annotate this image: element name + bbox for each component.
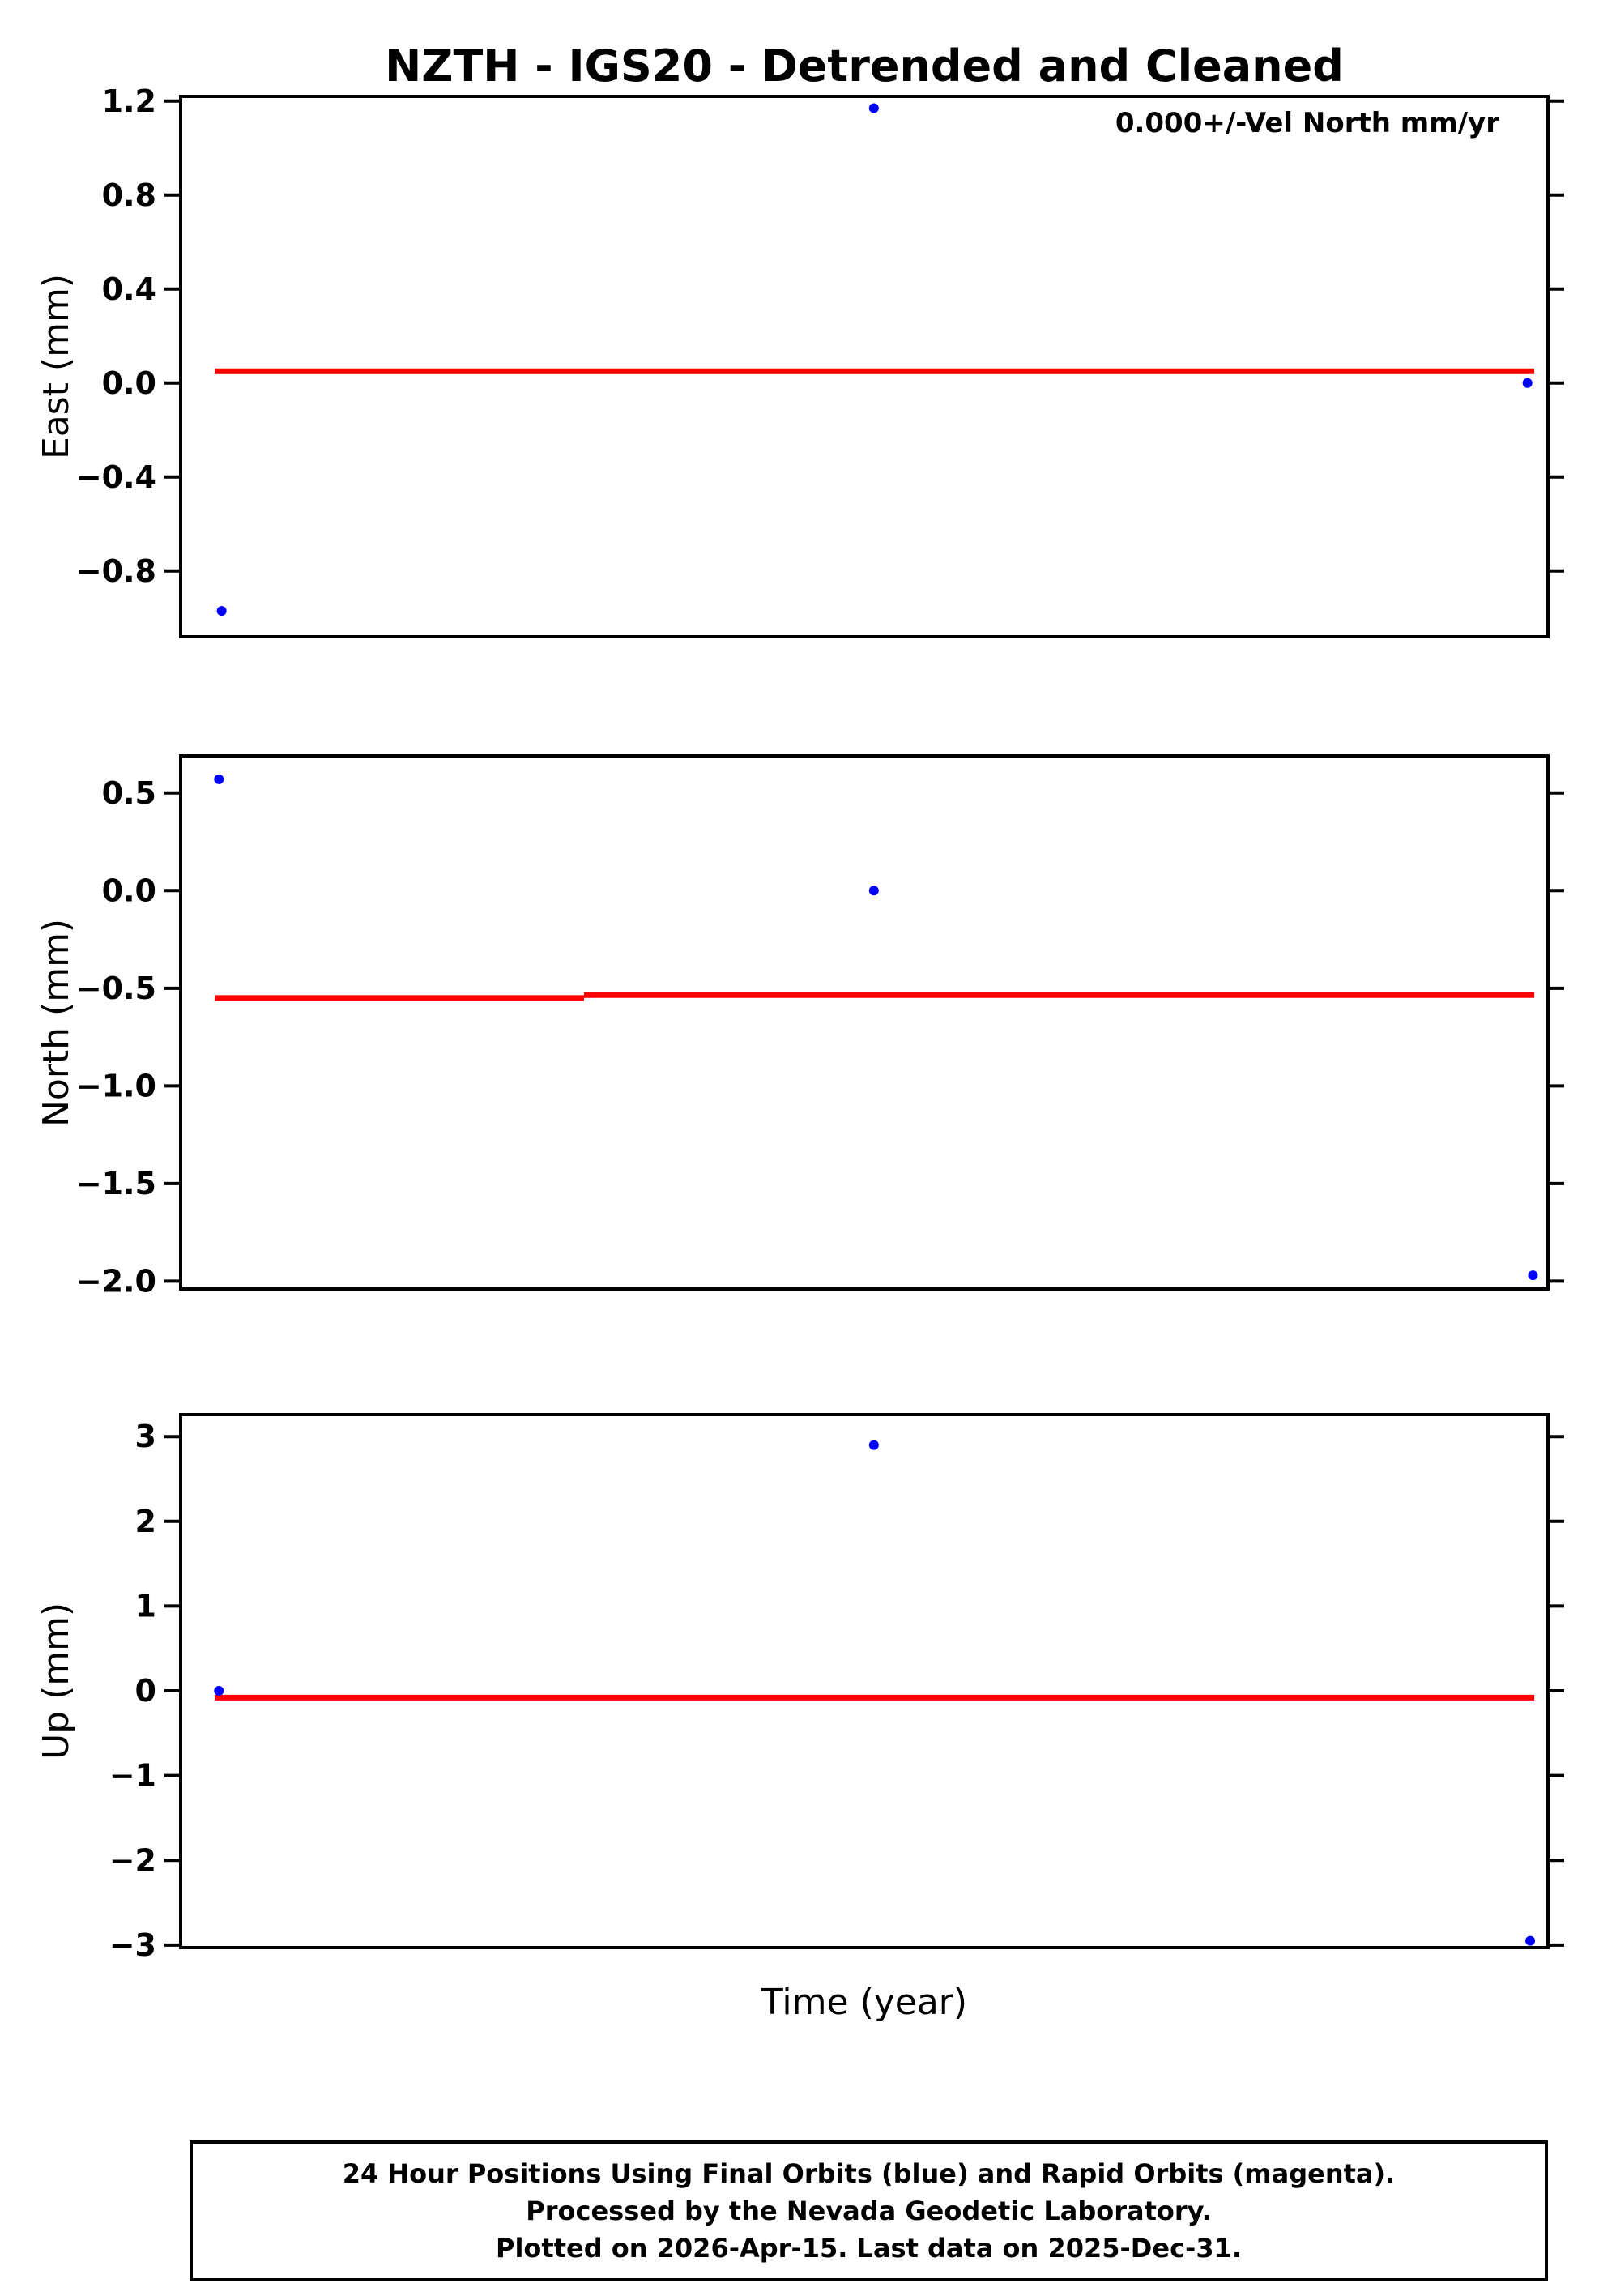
footer-line-orbits: 24 Hour Positions Using Final Orbits (bl… (342, 2158, 1396, 2189)
data-point (214, 774, 224, 784)
y-tick-label: 1 (135, 1588, 156, 1624)
footer-line-plotted: Plotted on 2026-Apr-15. Last data on 202… (495, 2233, 1242, 2264)
y-tick-label: 1.2 (102, 83, 156, 119)
north-panel: 0.5 0.0 −0.5 −1.0 −1.5 −2.0 (76, 754, 1564, 1299)
y-tick-label: 2 (135, 1504, 156, 1539)
y-tick-label: −0.5 (76, 971, 156, 1006)
data-point (1528, 1270, 1538, 1281)
y-tick-label: −1.5 (76, 1166, 156, 1201)
xlabel-time: Time (year) (761, 1982, 968, 2023)
data-point (868, 103, 879, 113)
y-tick-label: −1.0 (76, 1068, 156, 1103)
y-tick-label: 0.5 (102, 775, 156, 811)
y-tick-label: 0.0 (102, 365, 156, 401)
ylabel-east: East (mm) (36, 274, 77, 459)
data-point (214, 1686, 224, 1696)
east-panel: 1.2 0.8 0.4 0.0 −0.4 −0.8 0.000+/-Vel North mm… (76, 83, 1564, 638)
footer-box: 24 Hour Positions Using Final Orbits (bl… (190, 2140, 1548, 2281)
ylabel-north: North (mm) (36, 918, 77, 1127)
data-point (1525, 1935, 1536, 1946)
panel-border (179, 1413, 1550, 1949)
panel-border (179, 95, 1550, 638)
y-tick-label: 3 (135, 1419, 156, 1454)
y-tick-label: −0.8 (76, 553, 156, 589)
data-point (868, 886, 879, 896)
up-panel: 3 2 1 0 −1 −2 −3 (109, 1413, 1564, 1963)
data-point (1522, 378, 1533, 388)
y-tick-label: −2.0 (76, 1263, 156, 1299)
y-tick-label: −0.4 (76, 459, 156, 495)
ylabel-up: Up (mm) (36, 1602, 77, 1760)
y-tick-label: 0 (135, 1673, 156, 1709)
panel-border (179, 754, 1550, 1291)
y-tick-label: 0.8 (102, 177, 156, 213)
y-tick-label: 0.4 (102, 271, 156, 307)
data-point (868, 1440, 879, 1450)
y-tick-label: −1 (109, 1758, 156, 1794)
plot-title: NZTH - IGS20 - Detrended and Cleaned (385, 41, 1344, 92)
y-tick-label: 0.0 (102, 873, 156, 908)
y-tick-label: −3 (109, 1927, 156, 1963)
footer-line-processed: Processed by the Nevada Geodetic Laborat… (526, 2196, 1212, 2226)
velocity-annotation: 0.000+/-Vel North mm/yr (1115, 107, 1499, 139)
y-tick-label: −2 (109, 1842, 156, 1878)
data-point (216, 606, 227, 617)
